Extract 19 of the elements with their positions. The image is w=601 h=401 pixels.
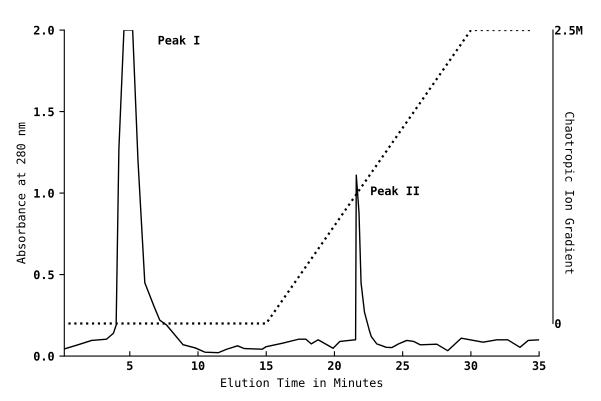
y-tick-label: 1.5 xyxy=(34,107,54,116)
y-axis-title: Absorbance at 280 nm xyxy=(16,122,26,264)
y2-tick-label: 2.5M xyxy=(555,26,582,35)
annotation: Peak I xyxy=(158,35,200,45)
y2-tick-label: 0 xyxy=(555,319,561,328)
x-tick-label: 5 xyxy=(127,361,133,370)
x-axis-title: Elution Time in Minutes xyxy=(221,378,382,388)
x-tick-label: 25 xyxy=(396,361,409,370)
x-tick-label: 35 xyxy=(532,361,546,370)
x-tick-label: 20 xyxy=(328,361,341,370)
y2-axis-title: Chaotropic Ion Gradient xyxy=(562,112,574,274)
annotation: Peak II xyxy=(371,186,419,196)
y-tick-label: 2.0 xyxy=(34,26,54,35)
y-tick-label: 0.5 xyxy=(34,270,54,280)
x-tick-label: 30 xyxy=(464,361,478,370)
y-tick-label: 0.0 xyxy=(34,352,54,361)
x-tick-label: 10 xyxy=(192,361,204,370)
y-tick-label: 1.0 xyxy=(34,188,54,198)
x-tick-label: 15 xyxy=(260,361,273,370)
